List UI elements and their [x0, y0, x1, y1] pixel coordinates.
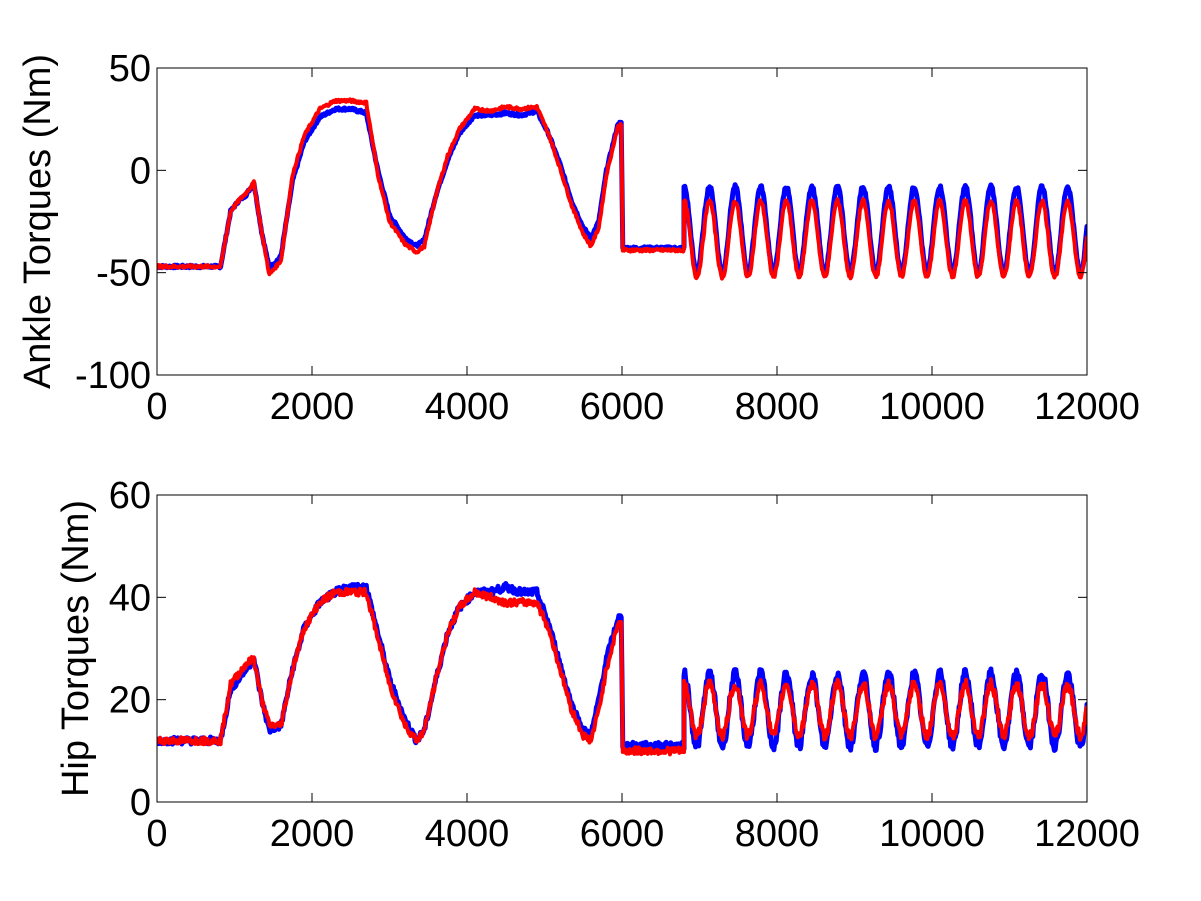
- hip-ytick-label: 40: [109, 577, 151, 619]
- hip-torques-axes: 0 2000 4000 6000 8000 10000 12000 0 20 40 60 Hip To…: [55, 475, 1140, 855]
- ankle-xtick-label: 4000: [425, 386, 510, 428]
- ankle-xtick-label: 10000: [879, 386, 985, 428]
- ankle-series-red-line: [157, 97, 1087, 281]
- ankle-ytick-label: -100: [75, 355, 151, 397]
- hip-ytick-label: 20: [109, 680, 151, 722]
- hip-xtick-label: 12000: [1034, 813, 1140, 855]
- hip-xtick-label: 4000: [425, 813, 510, 855]
- ankle-ytick-label: 0: [130, 150, 151, 192]
- ankle-xtick-label: 6000: [580, 386, 665, 428]
- ankle-ytick-label: 50: [109, 48, 151, 90]
- ankle-ylabel: Ankle Torques (Nm): [17, 54, 59, 389]
- ankle-xtick-label: 12000: [1034, 386, 1140, 428]
- hip-xtick-label: 8000: [735, 813, 820, 855]
- hip-series-red-line: [157, 586, 1087, 757]
- hip-xtick-label: 0: [146, 813, 167, 855]
- ankle-xtick-label: 2000: [270, 386, 355, 428]
- hip-xtick-label: 2000: [270, 813, 355, 855]
- hip-ytick-label: 60: [109, 475, 151, 517]
- hip-ytick-label: 0: [130, 782, 151, 824]
- hip-xtick-label: 10000: [879, 813, 985, 855]
- ankle-torques-axes: 0 2000 4000 6000 8000 10000 12000 -100 -50 0 50 Ank…: [17, 48, 1140, 428]
- ankle-ytick-label: -50: [96, 253, 151, 295]
- hip-ylabel: Hip Torques (Nm): [55, 500, 97, 797]
- hip-xtick-label: 6000: [580, 813, 665, 855]
- ankle-xtick-label: 0: [146, 386, 167, 428]
- ankle-xtick-label: 8000: [735, 386, 820, 428]
